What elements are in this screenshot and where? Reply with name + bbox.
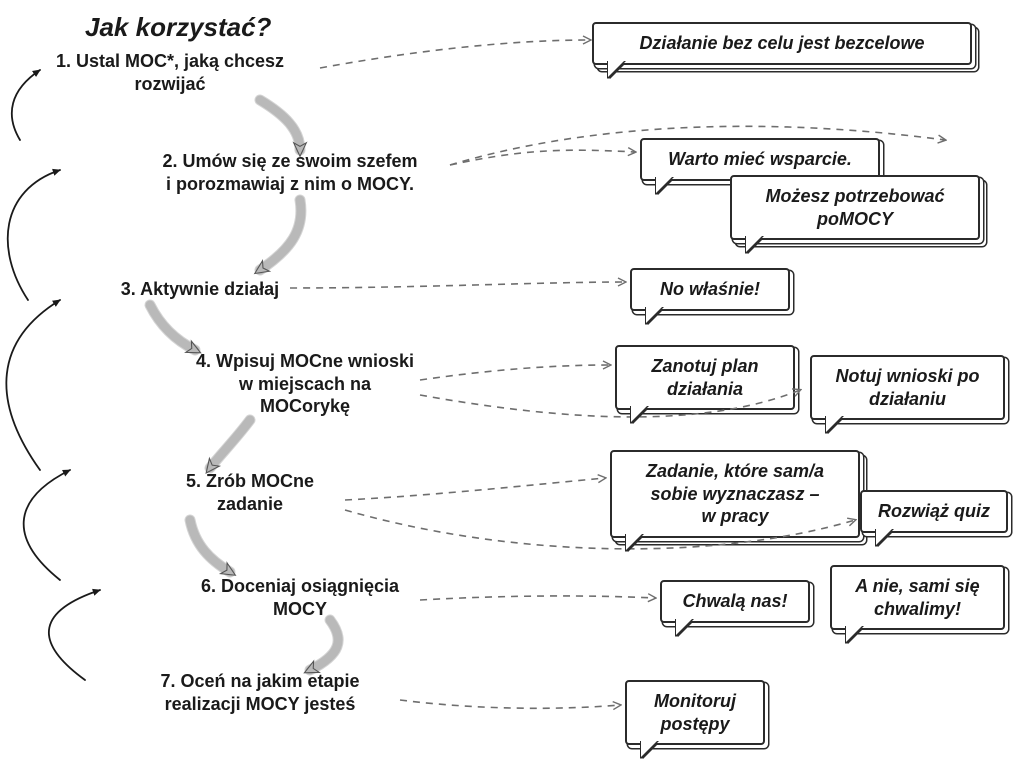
step-5: 5. Zrób MOCnezadanie bbox=[150, 470, 350, 515]
step-6: 6. Doceniaj osiągnięciaMOCY bbox=[170, 575, 430, 620]
back-curves-group bbox=[6, 70, 100, 680]
step-arrow-2-3 bbox=[260, 200, 301, 270]
bubble-b6b: A nie, sami sięchwalimy! bbox=[830, 565, 1005, 630]
bubble-b4a: Zanotuj plandziałania bbox=[615, 345, 795, 410]
bubble-b6a: Chwalą nas! bbox=[660, 580, 810, 623]
step-arrow-3-4 bbox=[150, 305, 195, 350]
step-arrow-1-2 bbox=[260, 100, 300, 150]
step-7: 7. Oceń na jakim etapierealizacji MOCY j… bbox=[110, 670, 410, 715]
step-3: 3. Aktywnie działaj bbox=[90, 278, 310, 301]
bubble-b5b: Rozwiąż quiz bbox=[860, 490, 1008, 533]
step-4: 4. Wpisuj MOCne wnioskiw miejscach naMOC… bbox=[170, 350, 440, 418]
bubble-b4b: Notuj wnioski podziałaniu bbox=[810, 355, 1005, 420]
bubble-b3: No właśnie! bbox=[630, 268, 790, 311]
dashed-link-9 bbox=[400, 700, 620, 708]
dashed-link-0 bbox=[320, 40, 590, 68]
step-2: 2. Umów się ze swoim szefemi porozmawiaj… bbox=[130, 150, 450, 195]
back-curve-2 bbox=[6, 300, 60, 470]
back-curve-1 bbox=[8, 170, 60, 300]
bubble-b5a: Zadanie, które sam/asobie wyznaczasz –w … bbox=[610, 450, 860, 538]
back-curve-3 bbox=[24, 470, 70, 580]
step-arrow-6-7 bbox=[310, 620, 338, 670]
dashed-link-6 bbox=[345, 478, 605, 500]
step-arrow-4-5 bbox=[210, 420, 250, 468]
bubble-b1: Działanie bez celu jest bezcelowe bbox=[592, 22, 972, 65]
bubble-b7: Monitorujpostępy bbox=[625, 680, 765, 745]
step-1: 1. Ustal MOC*, jaką chceszrozwijać bbox=[20, 50, 320, 95]
dashed-link-3 bbox=[290, 282, 625, 288]
back-curve-4 bbox=[49, 590, 100, 680]
dashed-link-1 bbox=[450, 150, 635, 165]
step-arrow-5-6 bbox=[190, 520, 230, 572]
dashed-link-8 bbox=[420, 596, 655, 600]
dashed-link-4 bbox=[420, 365, 610, 380]
bubble-b2b: Możesz potrzebowaćpoMOCY bbox=[730, 175, 980, 240]
page-title: Jak korzystać? bbox=[85, 12, 271, 43]
